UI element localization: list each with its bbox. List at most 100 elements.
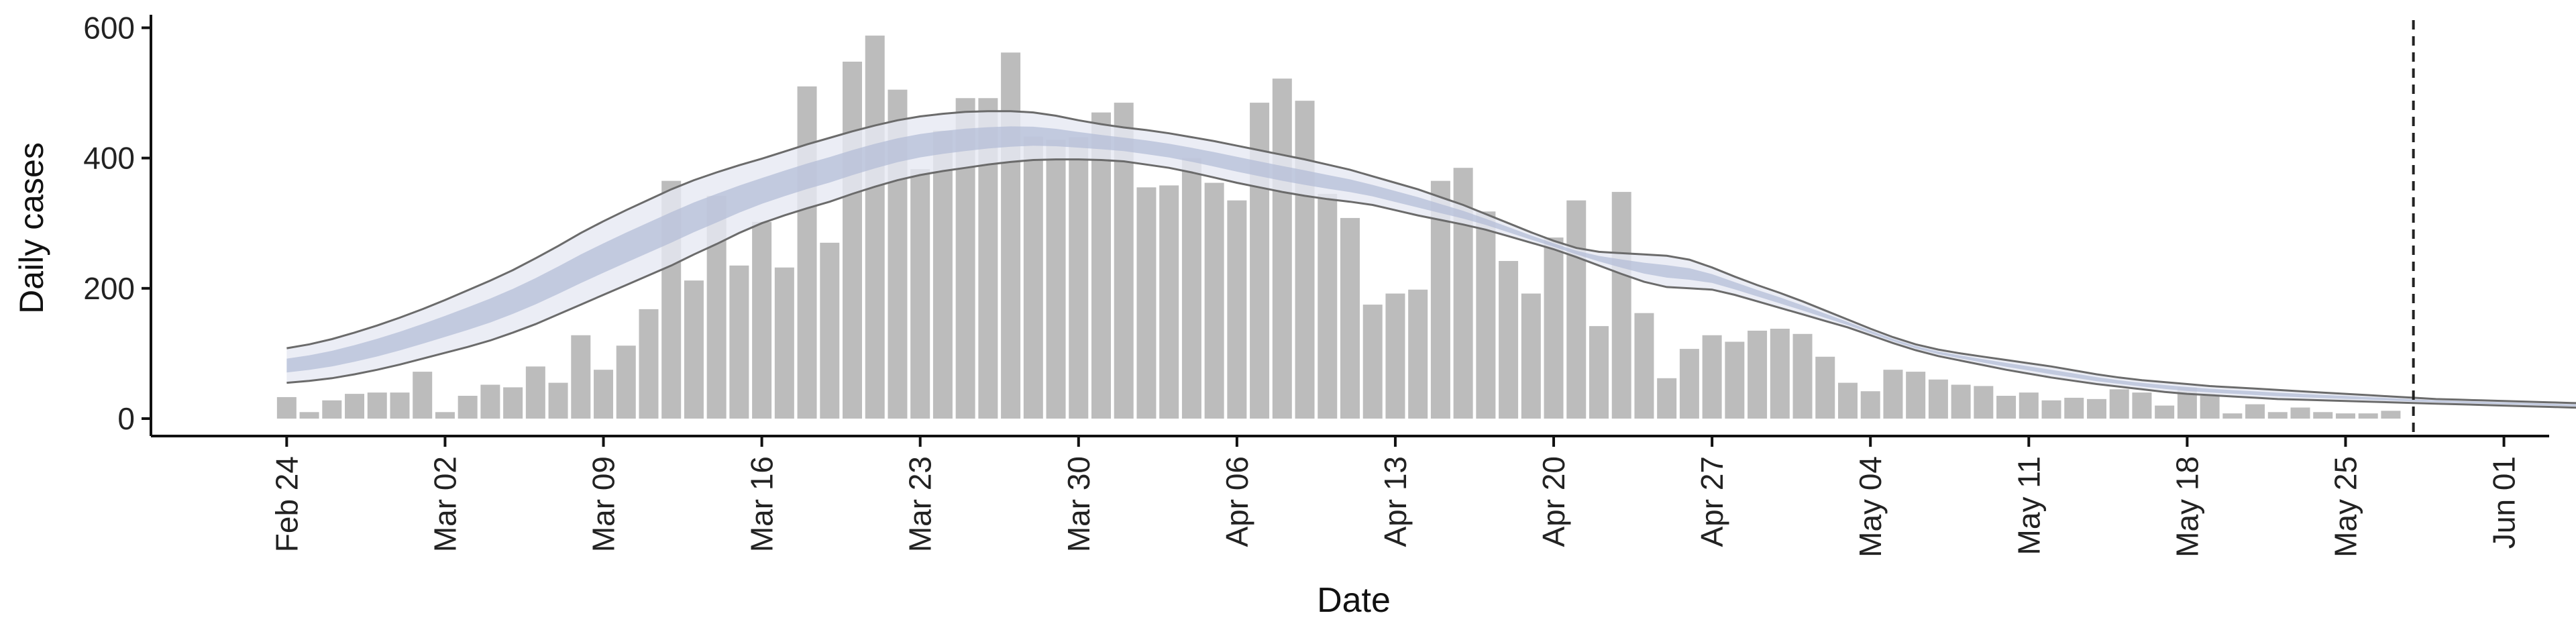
case-bar: [1679, 349, 1699, 419]
case-bar: [2222, 413, 2243, 419]
case-bar: [525, 366, 545, 419]
case-bar: [480, 384, 500, 419]
case-bar: [1001, 52, 1021, 419]
case-bar: [1566, 200, 1587, 419]
x-tick-label: Apr 06: [1220, 456, 1254, 547]
x-tick-label: Apr 27: [1695, 456, 1729, 547]
x-axis-title: Date: [1317, 581, 1391, 620]
case-bar: [1702, 335, 1722, 419]
case-bar: [1770, 329, 1790, 419]
x-tick-label: Feb 24: [269, 456, 304, 552]
case-bar: [1362, 305, 1383, 419]
case-bar: [684, 280, 704, 419]
case-bar: [1499, 261, 1519, 419]
case-bar: [1318, 194, 1338, 419]
case-bar: [843, 61, 863, 419]
case-bar: [1521, 293, 1541, 419]
case-bar: [1408, 289, 1428, 419]
case-bar: [458, 396, 478, 419]
case-bar: [2358, 413, 2378, 419]
axes: 0 200 400 600 Feb 24 Mar 02 Mar 09 Mar 16 Mar 23…: [83, 10, 2549, 557]
case-bar: [1725, 341, 1745, 419]
case-bar: [1476, 211, 1496, 419]
bars-layer: [276, 36, 2401, 419]
x-tick-label: Apr 13: [1378, 456, 1413, 547]
case-bar: [276, 396, 297, 419]
case-bar: [1544, 237, 1564, 419]
case-bar: [1906, 372, 1926, 419]
case-bar: [774, 267, 794, 419]
case-bar: [2019, 392, 2039, 419]
case-bar: [1023, 136, 1043, 419]
x-tick-label: Mar 16: [745, 456, 780, 552]
case-bar: [2109, 389, 2129, 419]
outer-interval-band: [286, 111, 2576, 408]
case-bar: [1657, 378, 1677, 419]
case-bar: [390, 392, 410, 419]
case-bar: [1883, 370, 1903, 419]
case-bar: [1046, 140, 1066, 419]
case-bar: [1136, 187, 1157, 419]
case-bar: [1951, 384, 1971, 419]
case-bar: [322, 400, 342, 419]
case-bar: [2381, 411, 2401, 419]
case-bar: [1181, 158, 1201, 419]
case-bar: [299, 412, 319, 419]
case-bar: [2267, 412, 2288, 419]
case-bar: [571, 335, 591, 419]
case-bar: [1634, 313, 1654, 419]
case-bar: [2155, 405, 2175, 419]
case-bar: [413, 372, 433, 419]
case-bar: [1204, 182, 1224, 419]
case-bar: [2200, 396, 2220, 419]
case-bar: [729, 265, 749, 419]
case-bar: [1860, 391, 1880, 419]
case-bar: [616, 345, 636, 419]
case-bar: [932, 130, 953, 419]
case-bar: [2132, 392, 2152, 419]
x-tick-label: Mar 09: [586, 456, 621, 552]
case-bar: [503, 387, 523, 419]
case-bar: [435, 412, 455, 419]
case-bar: [1996, 396, 2017, 419]
case-bar: [2041, 400, 2061, 419]
x-tick-label: May 04: [1853, 456, 1888, 557]
case-bar: [1611, 192, 1631, 419]
y-tick-label: 600: [83, 10, 135, 45]
upper-bound-line: [286, 110, 2576, 405]
case-bar: [1295, 101, 1315, 419]
x-tick-label: May 11: [2011, 456, 2046, 555]
case-bar: [1340, 217, 1360, 419]
case-bar: [1385, 293, 1405, 419]
case-bar: [1589, 326, 1609, 419]
case-bar: [1748, 330, 1768, 419]
lower-bound-line: [286, 158, 2576, 409]
case-bar: [2313, 412, 2333, 419]
case-bar: [2335, 413, 2355, 419]
case-bar: [1091, 112, 1112, 419]
x-tick-label: Apr 20: [1536, 456, 1571, 547]
x-tick-label: Mar 23: [903, 456, 938, 552]
case-bar: [2290, 407, 2310, 419]
case-bar: [1928, 379, 1948, 419]
case-bar: [639, 309, 659, 419]
x-tick-label: May 18: [2169, 456, 2204, 557]
case-bar: [1159, 185, 1179, 419]
case-bar: [2086, 398, 2106, 419]
y-tick-label: 200: [83, 271, 135, 306]
case-bar: [1792, 333, 1813, 419]
case-bar: [2064, 397, 2084, 419]
case-bar: [367, 392, 387, 419]
case-bar: [345, 394, 365, 419]
case-bar: [1815, 356, 1835, 419]
case-bar: [1069, 137, 1089, 419]
case-bar: [797, 86, 817, 419]
bands-layer: [286, 110, 2576, 409]
case-bar: [594, 370, 614, 419]
y-tick-label: 400: [83, 141, 135, 176]
case-bar: [1272, 78, 1292, 419]
case-bar: [1227, 200, 1247, 419]
case-bar: [548, 382, 568, 419]
case-bar: [865, 36, 885, 419]
